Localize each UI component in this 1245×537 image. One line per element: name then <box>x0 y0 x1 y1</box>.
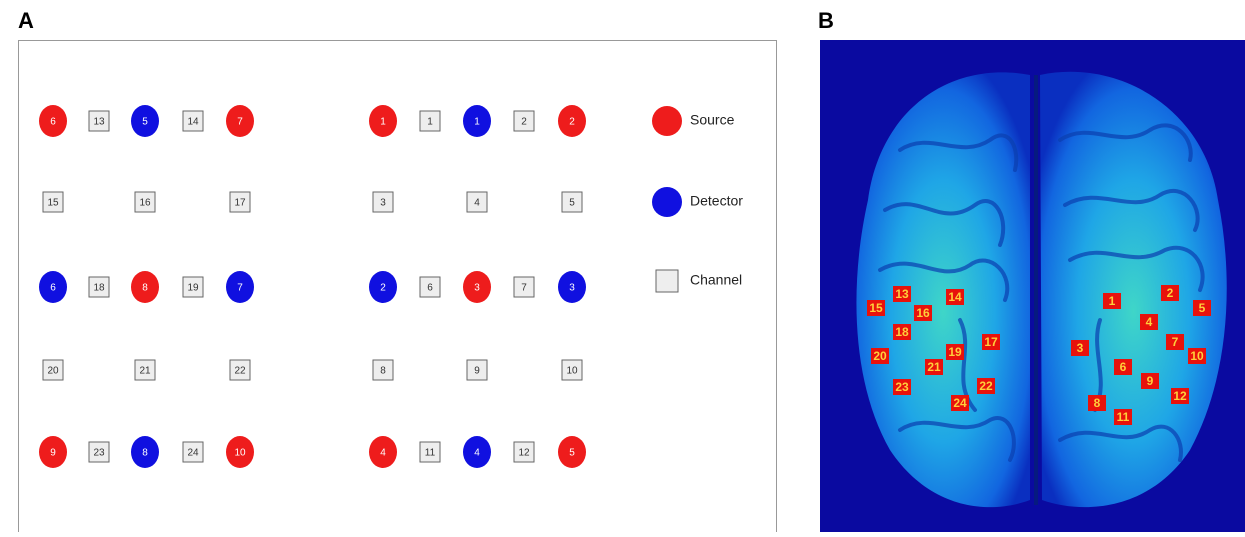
brain-channel-label: 14 <box>948 290 962 304</box>
brain-channel-label: 13 <box>895 287 909 301</box>
source-label: 8 <box>142 283 148 294</box>
channel-label: 17 <box>234 198 246 209</box>
brain-channel-label: 23 <box>895 380 909 394</box>
channel-label: 18 <box>93 283 105 294</box>
channel-box <box>656 270 678 292</box>
source-label: 9 <box>50 448 56 459</box>
channel-label: 22 <box>234 366 246 377</box>
detector-label: 7 <box>237 283 243 294</box>
channel-label: 13 <box>93 117 105 128</box>
brain-channel-label: 4 <box>1146 315 1153 329</box>
brain-channel-label: 20 <box>873 349 887 363</box>
channel-label: 4 <box>474 198 480 209</box>
channel-label: 6 <box>427 283 433 294</box>
detector-label: 3 <box>569 283 575 294</box>
brain-channel-label: 10 <box>1190 349 1204 363</box>
brain-channel-label: 22 <box>979 379 993 393</box>
detector-label: 6 <box>50 283 56 294</box>
figure: A B 613514715161761881972021229238241011… <box>0 0 1245 532</box>
channel-label: 14 <box>187 117 199 128</box>
channel-label: 7 <box>521 283 527 294</box>
brain-channel-label: 1 <box>1109 294 1116 308</box>
channel-label: 9 <box>474 366 480 377</box>
brain-channel-label: 19 <box>948 345 962 359</box>
brain-channel-label: 16 <box>916 306 930 320</box>
detector-optode <box>652 187 682 217</box>
brain-channel-label: 5 <box>1199 301 1206 315</box>
channel-label: 8 <box>380 366 386 377</box>
source-label: 10 <box>234 448 246 459</box>
brain-channel-label: 11 <box>1117 410 1130 424</box>
channel-label: 23 <box>93 448 105 459</box>
panel-label: A <box>18 8 34 33</box>
brain-channel-label: 7 <box>1172 335 1179 349</box>
source-label: 1 <box>380 117 386 128</box>
brain-channel-label: 9 <box>1147 374 1154 388</box>
channel-label: 3 <box>380 198 386 209</box>
brain-image <box>820 40 1245 532</box>
channel-label: 15 <box>47 198 59 209</box>
channel-label: 5 <box>569 198 575 209</box>
legend-label: Source <box>690 112 735 128</box>
channel-label: 1 <box>427 117 433 128</box>
panel-label: B <box>818 8 834 33</box>
channel-label: 10 <box>566 366 578 377</box>
brain-channel-label: 17 <box>984 335 998 349</box>
brain-channel-label: 2 <box>1167 286 1174 300</box>
brain-channel-label: 3 <box>1077 341 1084 355</box>
brain-channel-label: 18 <box>895 325 909 339</box>
brain-channel-label: 24 <box>953 396 967 410</box>
detector-label: 2 <box>380 283 386 294</box>
channel-label: 24 <box>187 448 199 459</box>
page: A B 613514715161761881972021229238241011… <box>0 0 1245 532</box>
source-label: 7 <box>237 117 243 128</box>
channel-label: 20 <box>47 366 59 377</box>
detector-label: 8 <box>142 448 148 459</box>
detector-label: 5 <box>142 117 148 128</box>
brain-channel-label: 8 <box>1094 396 1101 410</box>
channel-label: 2 <box>521 117 527 128</box>
channel-label: 16 <box>139 198 151 209</box>
source-label: 4 <box>380 448 386 459</box>
brain-channel-label: 21 <box>927 360 941 374</box>
source-label: 2 <box>569 117 575 128</box>
brain-channel-label: 12 <box>1173 389 1187 403</box>
legend-label: Detector <box>690 193 743 209</box>
source-optode <box>652 106 682 136</box>
source-label: 3 <box>474 283 480 294</box>
channel-label: 19 <box>187 283 199 294</box>
legend-label: Channel <box>690 272 742 288</box>
source-label: 6 <box>50 117 56 128</box>
brain-channel-label: 15 <box>869 301 883 315</box>
channel-label: 21 <box>139 366 151 377</box>
channel-label: 12 <box>518 448 530 459</box>
brain-channel-label: 6 <box>1120 360 1127 374</box>
source-label: 5 <box>569 448 575 459</box>
channel-label: 11 <box>425 448 436 459</box>
detector-label: 1 <box>474 117 480 128</box>
detector-label: 4 <box>474 448 480 459</box>
